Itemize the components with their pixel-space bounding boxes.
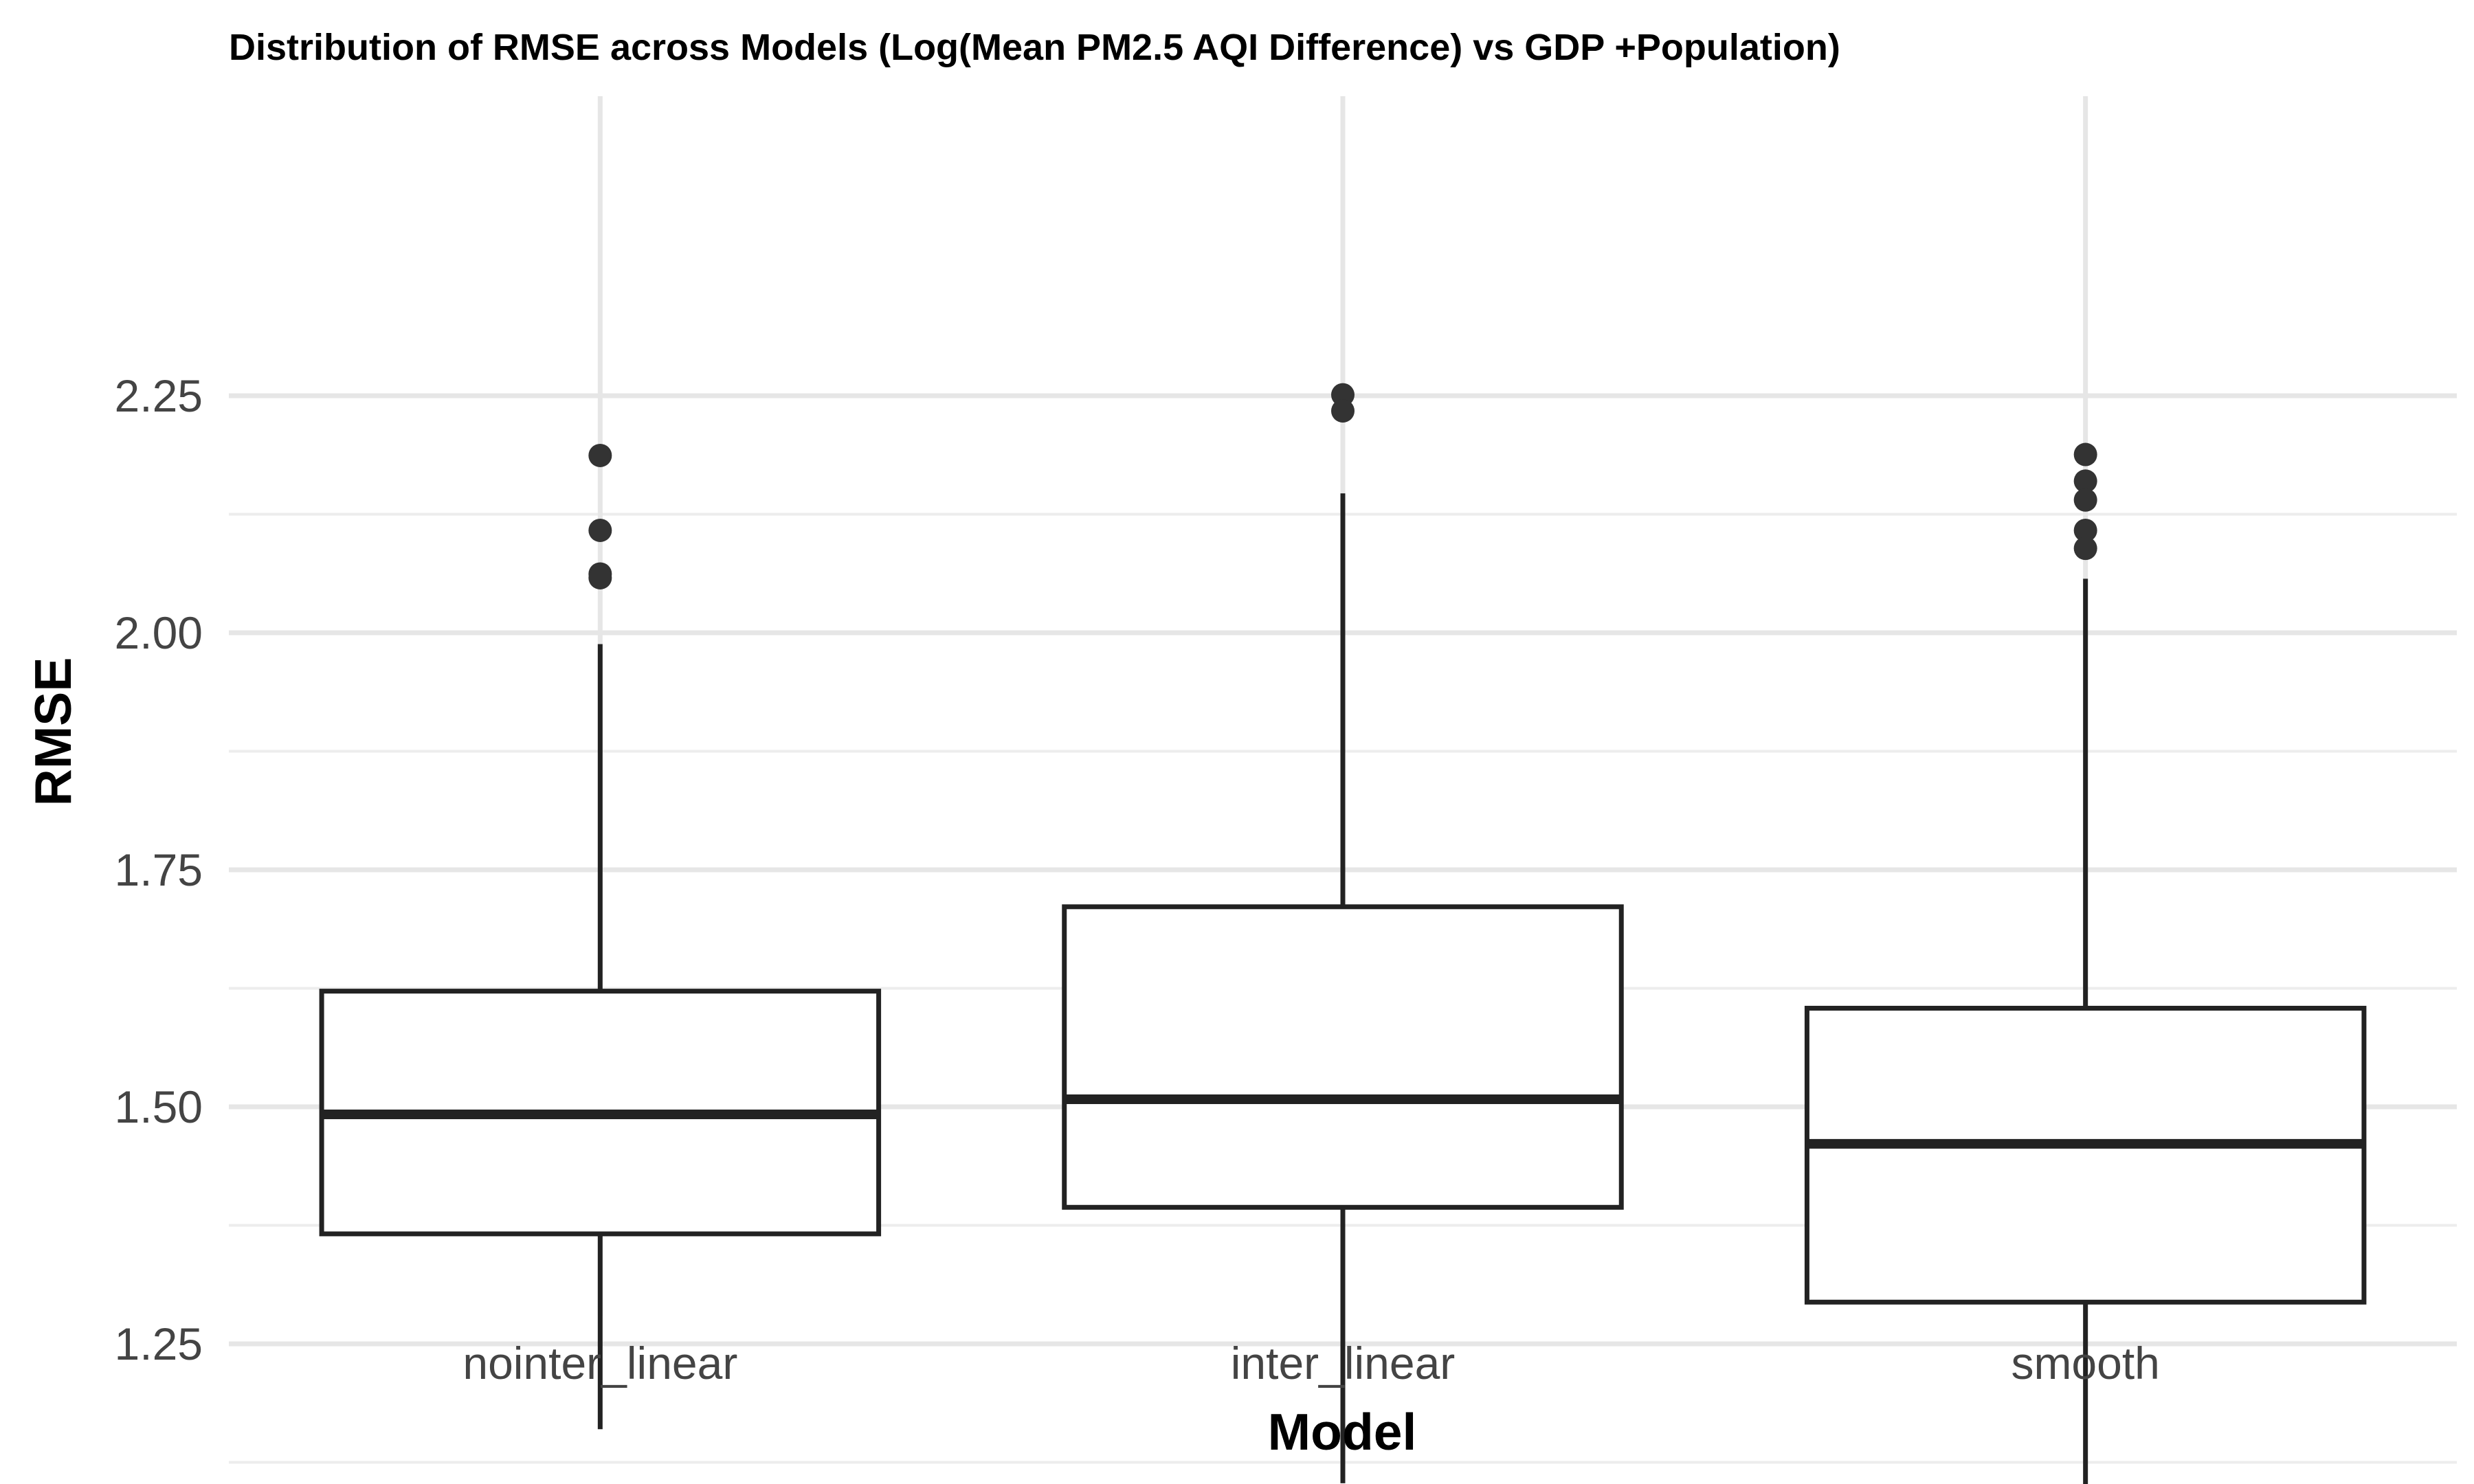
chart-title: Distribution of RMSE across Models (Log(… xyxy=(229,27,1840,68)
outlier-point xyxy=(1331,383,1355,407)
y-tick-label: 1.75 xyxy=(115,844,203,895)
outlier-point xyxy=(588,443,612,467)
x-tick-label: inter_linear xyxy=(1231,1338,1456,1389)
y-tick-label: 1.50 xyxy=(115,1081,203,1132)
x-tick-label: smooth xyxy=(2011,1338,2159,1389)
box-inter-linear xyxy=(1062,383,1624,1483)
outlier-point xyxy=(588,518,612,542)
boxplots xyxy=(319,383,2367,1484)
y-axis-title: RMSE xyxy=(24,657,82,807)
iqr-box xyxy=(1062,904,1624,1210)
outlier-point xyxy=(2073,537,2097,561)
box-nointer-linear xyxy=(319,443,882,1430)
outlier-point xyxy=(2073,442,2097,466)
iqr-box xyxy=(1804,1005,2367,1305)
outlier-point xyxy=(1331,399,1355,423)
outlier-point xyxy=(2073,518,2097,542)
box-smooth xyxy=(1804,442,2367,1484)
outlier-point xyxy=(2073,488,2097,512)
outlier-point xyxy=(588,565,612,589)
y-tick-label: 1.25 xyxy=(115,1318,203,1369)
y-tick-label: 2.00 xyxy=(115,607,203,658)
outlier-point xyxy=(2073,469,2097,493)
y-tick-label: 2.25 xyxy=(115,370,203,421)
tick-labels: 1.25 1.50 1.75 2.00 2.25 nointer_linear inter_… xyxy=(115,370,2160,1389)
x-tick-label: nointer_linear xyxy=(463,1338,737,1389)
x-axis-title: Model xyxy=(1268,1403,1417,1461)
